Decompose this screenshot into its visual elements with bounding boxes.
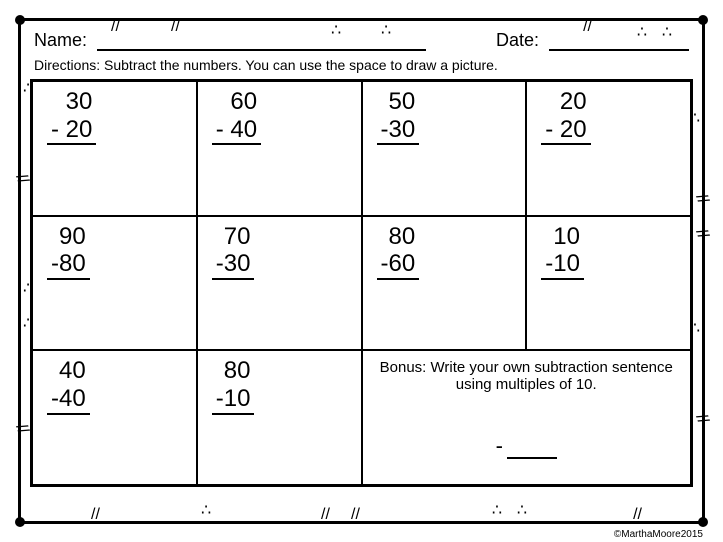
worksheet-content: Name: Date: Directions: Subtract the num…: [30, 30, 693, 512]
subtrahend: -80: [47, 250, 90, 280]
problem-cell: 70 -30: [197, 216, 362, 351]
minus-sign: -: [496, 433, 503, 458]
corner-dot-icon: [698, 15, 708, 25]
subtrahend: -60: [377, 250, 420, 280]
slash-deco-icon: //: [12, 422, 30, 436]
problem-cell: 20 - 20: [526, 81, 691, 216]
subtrahend: -40: [47, 385, 90, 415]
header-row: Name: Date:: [30, 30, 693, 55]
date-input-line[interactable]: [549, 31, 689, 51]
copyright-text: ©MarthaMoore2015: [614, 529, 703, 540]
minuend: 20: [541, 88, 590, 116]
slash-deco-icon: //: [693, 192, 711, 206]
name-label: Name:: [34, 30, 87, 51]
corner-dot-icon: [15, 15, 25, 25]
problem-cell: 60 - 40: [197, 81, 362, 216]
subtrahend: - 40: [212, 116, 261, 146]
subtraction-problem: 50 -30: [377, 88, 420, 145]
problems-grid: 30 - 20 60 - 40 50 -30 20 - 20 90: [30, 79, 693, 487]
problem-cell: 50 -30: [362, 81, 527, 216]
problem-cell: 80 -60: [362, 216, 527, 351]
bonus-answer-area[interactable]: -: [375, 433, 679, 459]
corner-dot-icon: [698, 517, 708, 527]
subtrahend: - 20: [541, 116, 590, 146]
minuend: 80: [377, 223, 420, 251]
minuend: 10: [541, 223, 584, 251]
problem-cell: 10 -10: [526, 216, 691, 351]
bonus-prompt: Bonus: Write your own subtraction senten…: [375, 359, 679, 393]
subtrahend: -10: [212, 385, 255, 415]
slash-deco-icon: //: [693, 227, 711, 241]
minuend: 30: [47, 88, 96, 116]
minuend: 80: [212, 357, 255, 385]
subtrahend: - 20: [47, 116, 96, 146]
subtrahend: -30: [377, 116, 420, 146]
subtrahend: -10: [541, 250, 584, 280]
minuend: 60: [212, 88, 261, 116]
slash-deco-icon: //: [693, 412, 711, 426]
problem-cell: 80 -10: [197, 350, 362, 485]
problem-cell: 90 -80: [32, 216, 197, 351]
subtraction-problem: 90 -80: [47, 223, 90, 280]
subtraction-problem: 40 -40: [47, 357, 90, 414]
name-input-line[interactable]: [97, 31, 426, 51]
subtraction-problem: 70 -30: [212, 223, 255, 280]
subtraction-problem: 80 -60: [377, 223, 420, 280]
problem-cell: 30 - 20: [32, 81, 197, 216]
subtrahend: -30: [212, 250, 255, 280]
problem-cell: 40 -40: [32, 350, 197, 485]
directions-text: Directions: Subtract the numbers. You ca…: [30, 55, 693, 79]
minuend: 70: [212, 223, 255, 251]
subtraction-problem: 60 - 40: [212, 88, 261, 145]
minuend: 40: [47, 357, 90, 385]
corner-dot-icon: [15, 517, 25, 527]
subtraction-problem: 80 -10: [212, 357, 255, 414]
subtraction-problem: 20 - 20: [541, 88, 590, 145]
slash-deco-icon: //: [12, 172, 30, 186]
minuend: 90: [47, 223, 90, 251]
date-label: Date:: [496, 30, 539, 51]
subtraction-problem: 10 -10: [541, 223, 584, 280]
minuend: 50: [377, 88, 420, 116]
subtraction-problem: 30 - 20: [47, 88, 96, 145]
answer-line: [507, 457, 557, 459]
bonus-cell: Bonus: Write your own subtraction senten…: [362, 350, 692, 485]
